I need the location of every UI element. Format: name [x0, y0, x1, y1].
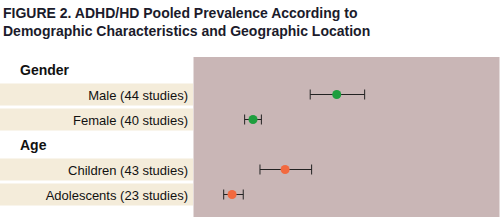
svg-text:Male (44 studies): Male (44 studies) [88, 88, 188, 103]
svg-text:Age: Age [20, 137, 47, 153]
svg-text:Adolescents (23 studies): Adolescents (23 studies) [46, 188, 188, 203]
svg-text:Children (43 studies): Children (43 studies) [68, 163, 188, 178]
html-text:FIGURE 2. ADHD/HD Pooled Preva: FIGURE 2. ADHD/HD Pooled Prevalence Acco… [3, 5, 371, 39]
svg-text:Gender: Gender [20, 62, 70, 78]
svg-text:Female (40 studies): Female (40 studies) [73, 113, 188, 128]
